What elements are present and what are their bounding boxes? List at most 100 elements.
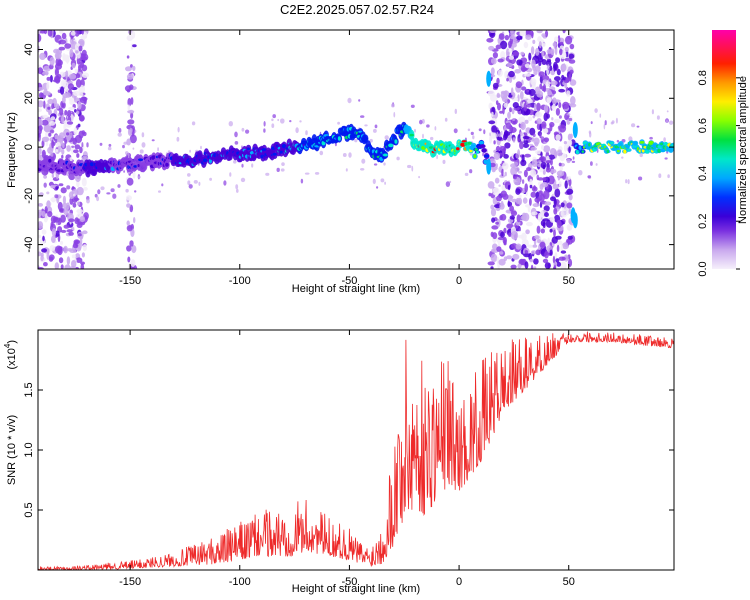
background-speckle	[541, 124, 546, 127]
noise-speckle	[71, 62, 76, 69]
noise-speckle	[78, 114, 85, 122]
noise-speckle	[491, 167, 496, 173]
background-speckle	[158, 190, 161, 193]
noise-speckle	[543, 104, 549, 113]
noise-speckle	[566, 90, 571, 97]
noise-speckle	[529, 184, 533, 189]
noise-speckle	[81, 252, 85, 258]
noise-speckle	[510, 231, 519, 240]
noise-speckle	[510, 87, 514, 96]
noise-speckle	[132, 65, 136, 71]
noise-speckle	[559, 48, 563, 56]
noise-speckle	[502, 162, 509, 170]
background-speckle	[295, 127, 299, 134]
noise-speckle	[560, 63, 567, 72]
noise-speckle	[58, 183, 64, 187]
snr-y-ticks: 0.5 1.0 1.5	[23, 382, 674, 518]
noise-speckle	[61, 101, 66, 109]
noise-speckle	[532, 115, 535, 119]
noise-speckle	[504, 171, 507, 177]
noise-speckle	[544, 262, 551, 269]
noise-speckle	[524, 183, 528, 193]
noise-speckle	[554, 76, 561, 82]
trace-core	[581, 150, 585, 153]
noise-speckle	[491, 111, 494, 117]
background-speckle	[263, 121, 266, 127]
noise-speckle	[543, 112, 548, 122]
noise-speckle	[526, 167, 532, 172]
background-speckle	[373, 163, 378, 166]
noise-speckle	[537, 36, 542, 43]
noise-speckle	[487, 181, 495, 189]
background-speckle	[369, 138, 373, 143]
noise-speckle	[556, 261, 562, 267]
noise-speckle	[547, 237, 551, 246]
background-speckle	[132, 147, 135, 150]
noise-speckle	[532, 203, 540, 208]
background-speckle	[594, 108, 598, 113]
noise-speckle	[49, 56, 55, 66]
noise-speckle	[554, 36, 559, 42]
noise-speckle	[538, 57, 544, 63]
trace-core	[575, 149, 580, 155]
noise-speckle	[54, 262, 59, 269]
noise-speckle	[553, 229, 556, 237]
background-speckle	[639, 153, 643, 158]
noise-speckle	[38, 108, 42, 112]
background-speckle	[97, 189, 101, 195]
noise-speckle	[81, 56, 88, 61]
background-speckle	[277, 118, 280, 122]
background-speckle	[515, 152, 520, 159]
noise-speckle	[535, 249, 542, 256]
background-speckle	[410, 104, 415, 109]
noise-speckle	[549, 249, 553, 256]
noise-speckle	[126, 89, 131, 93]
trace-core	[394, 139, 398, 144]
background-speckle	[566, 113, 571, 116]
noise-speckle	[531, 211, 538, 216]
background-speckle	[265, 172, 270, 176]
noise-speckle	[550, 48, 555, 56]
noise-speckle	[68, 73, 77, 80]
x-tick-label: -150	[119, 576, 141, 588]
background-speckle	[46, 191, 50, 195]
noise-speckle	[509, 35, 515, 40]
background-speckle	[54, 194, 59, 199]
noise-speckle	[65, 70, 69, 80]
trace-core	[363, 137, 368, 141]
noise-speckle	[547, 89, 552, 96]
noise-speckle	[55, 230, 60, 237]
noise-speckle	[76, 180, 80, 188]
noise-speckle	[510, 264, 517, 269]
noise-speckle	[488, 45, 495, 51]
noise-speckle	[506, 62, 513, 68]
background-speckle	[141, 142, 146, 148]
background-speckle	[151, 139, 155, 142]
x-tick-label: 0	[456, 576, 462, 588]
noise-speckle	[541, 145, 544, 150]
x-tick-label: 50	[563, 576, 575, 588]
background-speckle	[81, 142, 84, 148]
noise-speckle	[511, 40, 519, 44]
noise-speckle	[565, 35, 573, 45]
noise-speckle	[540, 219, 546, 227]
noise-speckle	[507, 136, 512, 142]
background-speckle	[360, 168, 365, 171]
noise-speckle	[508, 232, 512, 237]
noise-speckle	[508, 44, 512, 49]
noise-speckle	[490, 94, 498, 102]
noise-speckle	[531, 186, 538, 192]
noise-speckle	[542, 164, 546, 170]
noise-speckle	[538, 212, 541, 220]
spectrogram-x-axis-label: Height of straight line (km)	[292, 283, 420, 295]
noise-speckle	[81, 30, 84, 35]
background-speckle	[106, 192, 111, 195]
trace-core	[588, 142, 591, 147]
noise-speckle	[81, 64, 88, 72]
noise-speckle	[490, 266, 494, 269]
noise-speckle	[41, 136, 50, 142]
noise-speckle	[501, 95, 508, 103]
background-speckle	[345, 168, 348, 172]
noise-speckle	[54, 63, 63, 70]
background-speckle	[414, 128, 416, 133]
